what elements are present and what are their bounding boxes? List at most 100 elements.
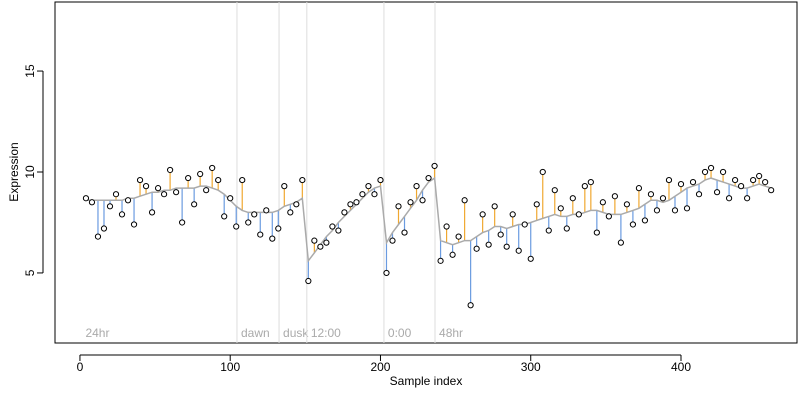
point xyxy=(509,211,516,218)
point xyxy=(287,209,294,216)
point xyxy=(281,183,288,190)
point xyxy=(377,176,384,184)
x-tick-label: 400 xyxy=(671,360,691,374)
point xyxy=(341,209,348,216)
point xyxy=(431,162,438,170)
point xyxy=(124,197,132,204)
point xyxy=(738,183,745,190)
x-axis-label: Sample index xyxy=(390,374,463,388)
phase-label: 0:00 xyxy=(388,326,412,340)
point xyxy=(100,225,108,232)
phase-label: dusk xyxy=(283,326,309,340)
point xyxy=(467,302,474,309)
point xyxy=(581,183,588,190)
point xyxy=(611,193,618,200)
point xyxy=(701,168,709,176)
point xyxy=(497,231,504,238)
phase-label: 24hr xyxy=(85,326,109,340)
point xyxy=(677,181,685,188)
point xyxy=(329,223,336,230)
point xyxy=(629,221,637,228)
point xyxy=(106,203,114,210)
point xyxy=(515,247,522,254)
point xyxy=(167,166,174,174)
point xyxy=(599,199,606,206)
point xyxy=(551,187,558,194)
point xyxy=(527,255,534,262)
point xyxy=(365,183,372,190)
point xyxy=(533,201,540,208)
point xyxy=(521,221,528,228)
point xyxy=(491,203,498,210)
point xyxy=(160,191,168,198)
point xyxy=(263,207,270,214)
point xyxy=(479,211,486,218)
point xyxy=(461,197,468,204)
y-tick-label: 10 xyxy=(23,165,37,179)
point xyxy=(118,211,126,218)
y-axis-label: Expression xyxy=(7,142,21,201)
point xyxy=(503,243,510,250)
point xyxy=(401,229,408,236)
point xyxy=(407,199,414,206)
point xyxy=(744,195,751,202)
point xyxy=(136,176,144,184)
point xyxy=(641,217,649,224)
point xyxy=(575,211,582,218)
point xyxy=(707,164,715,172)
point xyxy=(593,229,600,236)
point xyxy=(142,183,150,190)
point xyxy=(227,195,234,202)
point xyxy=(311,237,318,244)
point xyxy=(347,201,354,208)
point xyxy=(689,178,697,186)
point xyxy=(653,207,661,214)
point xyxy=(245,219,252,226)
point xyxy=(695,191,703,198)
point xyxy=(725,195,733,202)
point xyxy=(539,168,546,176)
point xyxy=(353,199,360,206)
x-tick-label: 100 xyxy=(220,360,240,374)
point xyxy=(455,233,462,240)
point xyxy=(269,235,276,242)
point xyxy=(173,189,180,196)
point xyxy=(359,191,366,198)
point xyxy=(635,185,643,192)
point xyxy=(569,195,576,202)
point xyxy=(768,187,775,194)
point xyxy=(112,191,120,198)
point xyxy=(731,176,739,184)
phase-label: 48hr xyxy=(439,326,463,340)
point xyxy=(203,187,210,194)
point xyxy=(371,191,378,198)
point xyxy=(545,227,552,234)
point xyxy=(88,199,96,206)
point xyxy=(473,245,480,252)
point xyxy=(317,243,324,250)
point xyxy=(239,176,246,184)
point xyxy=(185,174,192,182)
point xyxy=(335,227,342,234)
point xyxy=(148,209,156,216)
point xyxy=(251,211,258,218)
point xyxy=(762,178,769,186)
point xyxy=(587,178,594,186)
x-tick-label: 0 xyxy=(77,360,84,374)
point xyxy=(659,195,667,202)
point xyxy=(605,213,612,220)
point xyxy=(419,197,426,204)
trend-line xyxy=(86,176,772,263)
point xyxy=(425,174,432,182)
point xyxy=(413,183,420,190)
y-tick-label: 15 xyxy=(23,64,37,78)
phase-label: 12:00 xyxy=(311,326,341,340)
point xyxy=(221,213,228,220)
plot-box xyxy=(54,1,798,344)
point xyxy=(443,223,450,230)
point xyxy=(215,176,222,184)
point xyxy=(647,191,655,198)
point xyxy=(623,201,631,208)
point xyxy=(179,219,186,226)
